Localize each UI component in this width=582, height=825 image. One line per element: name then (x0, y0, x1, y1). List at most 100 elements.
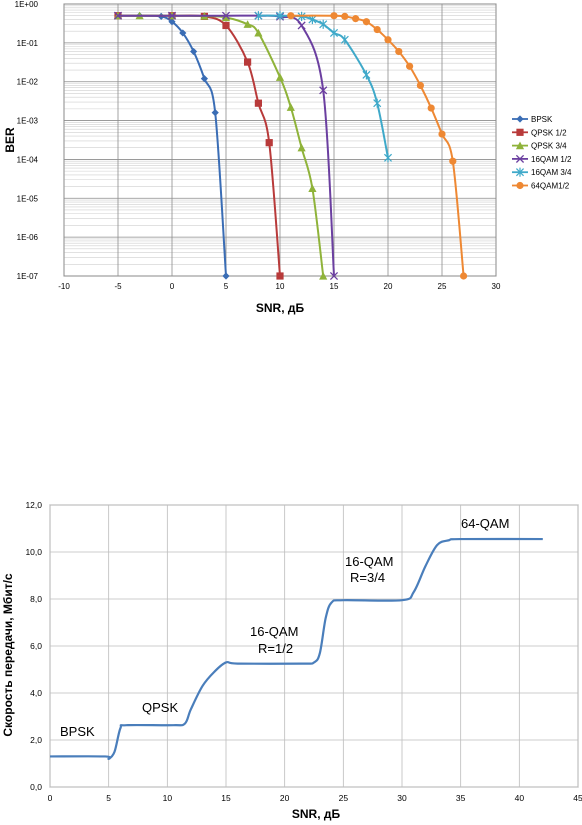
throughput-y-tick-labels: 0,0 2,0 4,0 6,0 8,0 10,0 12,0 (25, 500, 42, 792)
ber-x-tick-label: 30 (492, 282, 501, 291)
ber-series (113, 11, 468, 281)
ber-y-tick-label: 1E-05 (17, 194, 39, 203)
ber-data-point (362, 70, 371, 80)
throughput-grid (49, 504, 579, 788)
legend-marker (515, 167, 525, 177)
ber-data-point (373, 98, 382, 108)
ber-data-point (200, 75, 208, 83)
ber-data-point (319, 19, 328, 29)
throughput-x-tick-label: 35 (456, 793, 466, 803)
throughput-plot-area (49, 504, 579, 788)
ber-y-tick-labels: 1E+00 1E-01 1E-02 1E-03 1E-04 1E-05 1E-06 1E-07 (15, 0, 39, 281)
ber-y-tick-label: 1E-07 (17, 272, 39, 281)
legend-label: 64QAM1/2 (531, 182, 570, 191)
throughput-x-tick-label: 5 (106, 793, 111, 803)
ber-y-tick-label: 1E-02 (17, 78, 39, 87)
legend-marker (515, 154, 525, 163)
legend-label: 16QAM 1/2 (531, 155, 572, 164)
ber-y-tick-label: 1E-04 (17, 155, 39, 164)
ber-data-point (254, 99, 262, 107)
ber-x-tick-label: -10 (58, 282, 70, 291)
throughput-annotation: R=1/2 (258, 641, 293, 656)
legend-entry: QPSK 1/2 (512, 128, 567, 137)
ber-data-point (297, 143, 306, 152)
ber-x-tick-label: 15 (330, 282, 339, 291)
throughput-x-axis-title: SNR, дБ (292, 807, 341, 821)
legend-label: BPSK (531, 115, 553, 124)
legend-marker (515, 141, 525, 150)
legend-entry: QPSK 3/4 (512, 141, 567, 151)
ber-x-tick-label: 5 (224, 282, 229, 291)
ber-x-tick-label: -5 (114, 282, 122, 291)
ber-data-point (167, 11, 177, 20)
ber-y-tick-label: 1E+00 (15, 0, 39, 9)
ber-data-point (275, 73, 285, 81)
throughput-annotation: R=3/4 (350, 570, 385, 585)
ber-data-point (329, 28, 339, 38)
throughput-annotation: 64-QAM (461, 516, 509, 531)
throughput-x-tick-labels: 0 5 10 15 20 25 30 35 40 45 (48, 793, 582, 803)
ber-y-axis-title: BER (3, 127, 17, 153)
ber-data-point (329, 271, 339, 281)
throughput-annotation: QPSK (142, 700, 178, 715)
ber-data-point (449, 157, 457, 165)
legend-entry: 16QAM 1/2 (512, 154, 572, 164)
ber-data-point (330, 12, 338, 20)
ber-data-point (384, 36, 392, 44)
legend-label: QPSK 1/2 (531, 128, 567, 137)
ber-grid (63, 3, 497, 277)
ber-data-point (221, 13, 231, 22)
ber-data-point (190, 47, 198, 56)
ber-x-tick-label: 25 (438, 282, 447, 291)
throughput-x-tick-label: 40 (515, 793, 525, 803)
ber-series-64qam1-2 (287, 12, 468, 280)
ber-data-point (211, 109, 219, 117)
throughput-x-tick-label: 45 (573, 793, 582, 803)
throughput-y-tick-label: 0,0 (30, 782, 42, 792)
throughput-series (49, 537, 543, 761)
ber-data-point (406, 62, 414, 70)
ber-data-point (168, 18, 176, 26)
ber-legend: BPSK QPSK 1/2 QPSK 3/4 16QAM 1/2 16QAM 3/4 64… (512, 115, 572, 191)
ber-data-point (243, 20, 252, 28)
throughput-y-tick-label: 2,0 (30, 735, 42, 745)
ber-data-point (352, 15, 360, 23)
ber-data-point (416, 81, 424, 90)
ber-data-point (319, 271, 328, 280)
ber-data-point (275, 11, 285, 21)
ber-data-point (383, 153, 393, 163)
ber-data-point (373, 25, 381, 34)
legend-marker (516, 128, 524, 136)
ber-chart: -10 -5 0 5 10 15 20 25 30 1E+001E-011E-021E-031E… (3, 0, 572, 315)
ber-y-tick-label: 1E-06 (17, 233, 39, 242)
ber-data-point (221, 11, 231, 20)
ber-data-point (460, 272, 468, 280)
throughput-x-tick-label: 0 (48, 793, 53, 803)
ber-y-tick-label: 1E-03 (17, 117, 39, 126)
throughput-annotation: BPSK (60, 724, 95, 739)
ber-x-tick-label: 0 (170, 282, 175, 291)
throughput-series-line (49, 537, 543, 761)
ber-data-point (286, 103, 295, 111)
ber-data-point (438, 130, 446, 138)
legend-marker (516, 115, 524, 123)
throughput-annotation: 16-QAM (250, 624, 298, 639)
throughput-x-tick-label: 30 (397, 793, 407, 803)
ber-y-tick-label: 1E-01 (17, 39, 39, 48)
ber-data-point (362, 18, 370, 26)
ber-data-point (340, 35, 349, 45)
ber-data-point (341, 12, 349, 20)
throughput-y-tick-label: 12,0 (25, 500, 42, 510)
legend-label: 16QAM 3/4 (531, 168, 572, 177)
ber-data-point (308, 184, 317, 192)
ber-x-tick-label: 20 (384, 282, 393, 291)
ber-data-point (276, 272, 284, 280)
ber-data-point (254, 28, 263, 37)
ber-data-point (244, 58, 252, 66)
throughput-y-axis-title: Скорость передачи, Мбит/с (1, 573, 15, 737)
ber-data-point (395, 47, 403, 56)
ber-x-axis-title: SNR, дБ (256, 301, 305, 315)
throughput-annotation: 16-QAM (345, 554, 393, 569)
throughput-y-tick-label: 8,0 (30, 594, 42, 604)
